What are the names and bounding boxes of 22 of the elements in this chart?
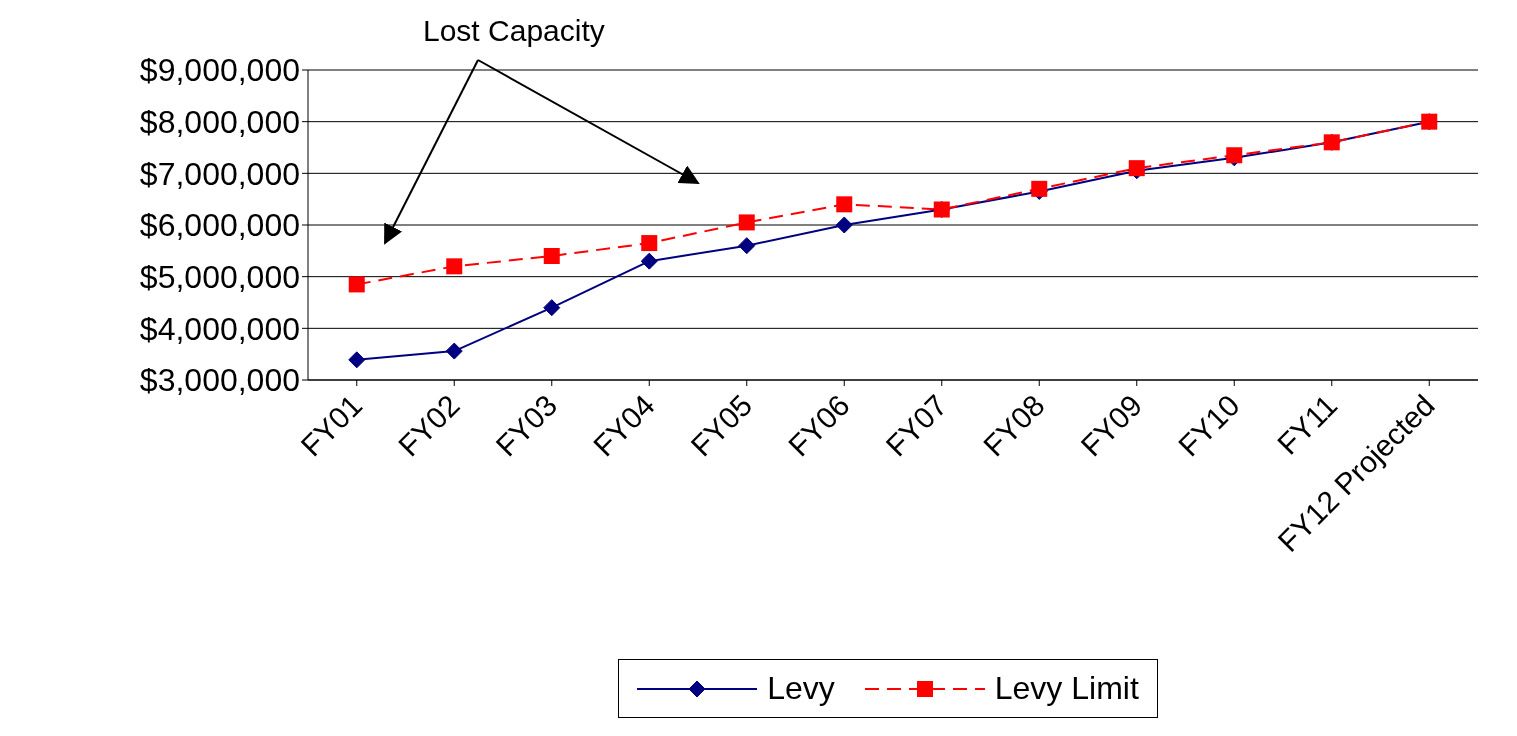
y-tick-label: $8,000,000: [139, 104, 300, 141]
legend-label: Levy Limit: [994, 670, 1139, 707]
point: [640, 252, 658, 270]
y-tick-label: $3,000,000: [139, 362, 300, 399]
point: [836, 196, 853, 213]
y-tick-label: $5,000,000: [139, 259, 300, 296]
point: [543, 248, 560, 264]
point: [446, 258, 463, 275]
point: [348, 351, 366, 369]
y-tick-label: $7,000,000: [139, 155, 300, 192]
y-tick-label: $6,000,000: [139, 207, 300, 244]
point: [835, 216, 853, 234]
point: [738, 237, 756, 255]
legend-label: Levy: [767, 670, 835, 707]
point: [543, 299, 561, 317]
point: [641, 235, 658, 252]
point: [348, 276, 365, 293]
point: [738, 214, 755, 231]
y-tick-label: $4,000,000: [139, 310, 300, 347]
text: Lost Capacity: [423, 14, 605, 48]
y-tick-label: $9,000,000: [139, 52, 300, 89]
point: [445, 342, 463, 360]
